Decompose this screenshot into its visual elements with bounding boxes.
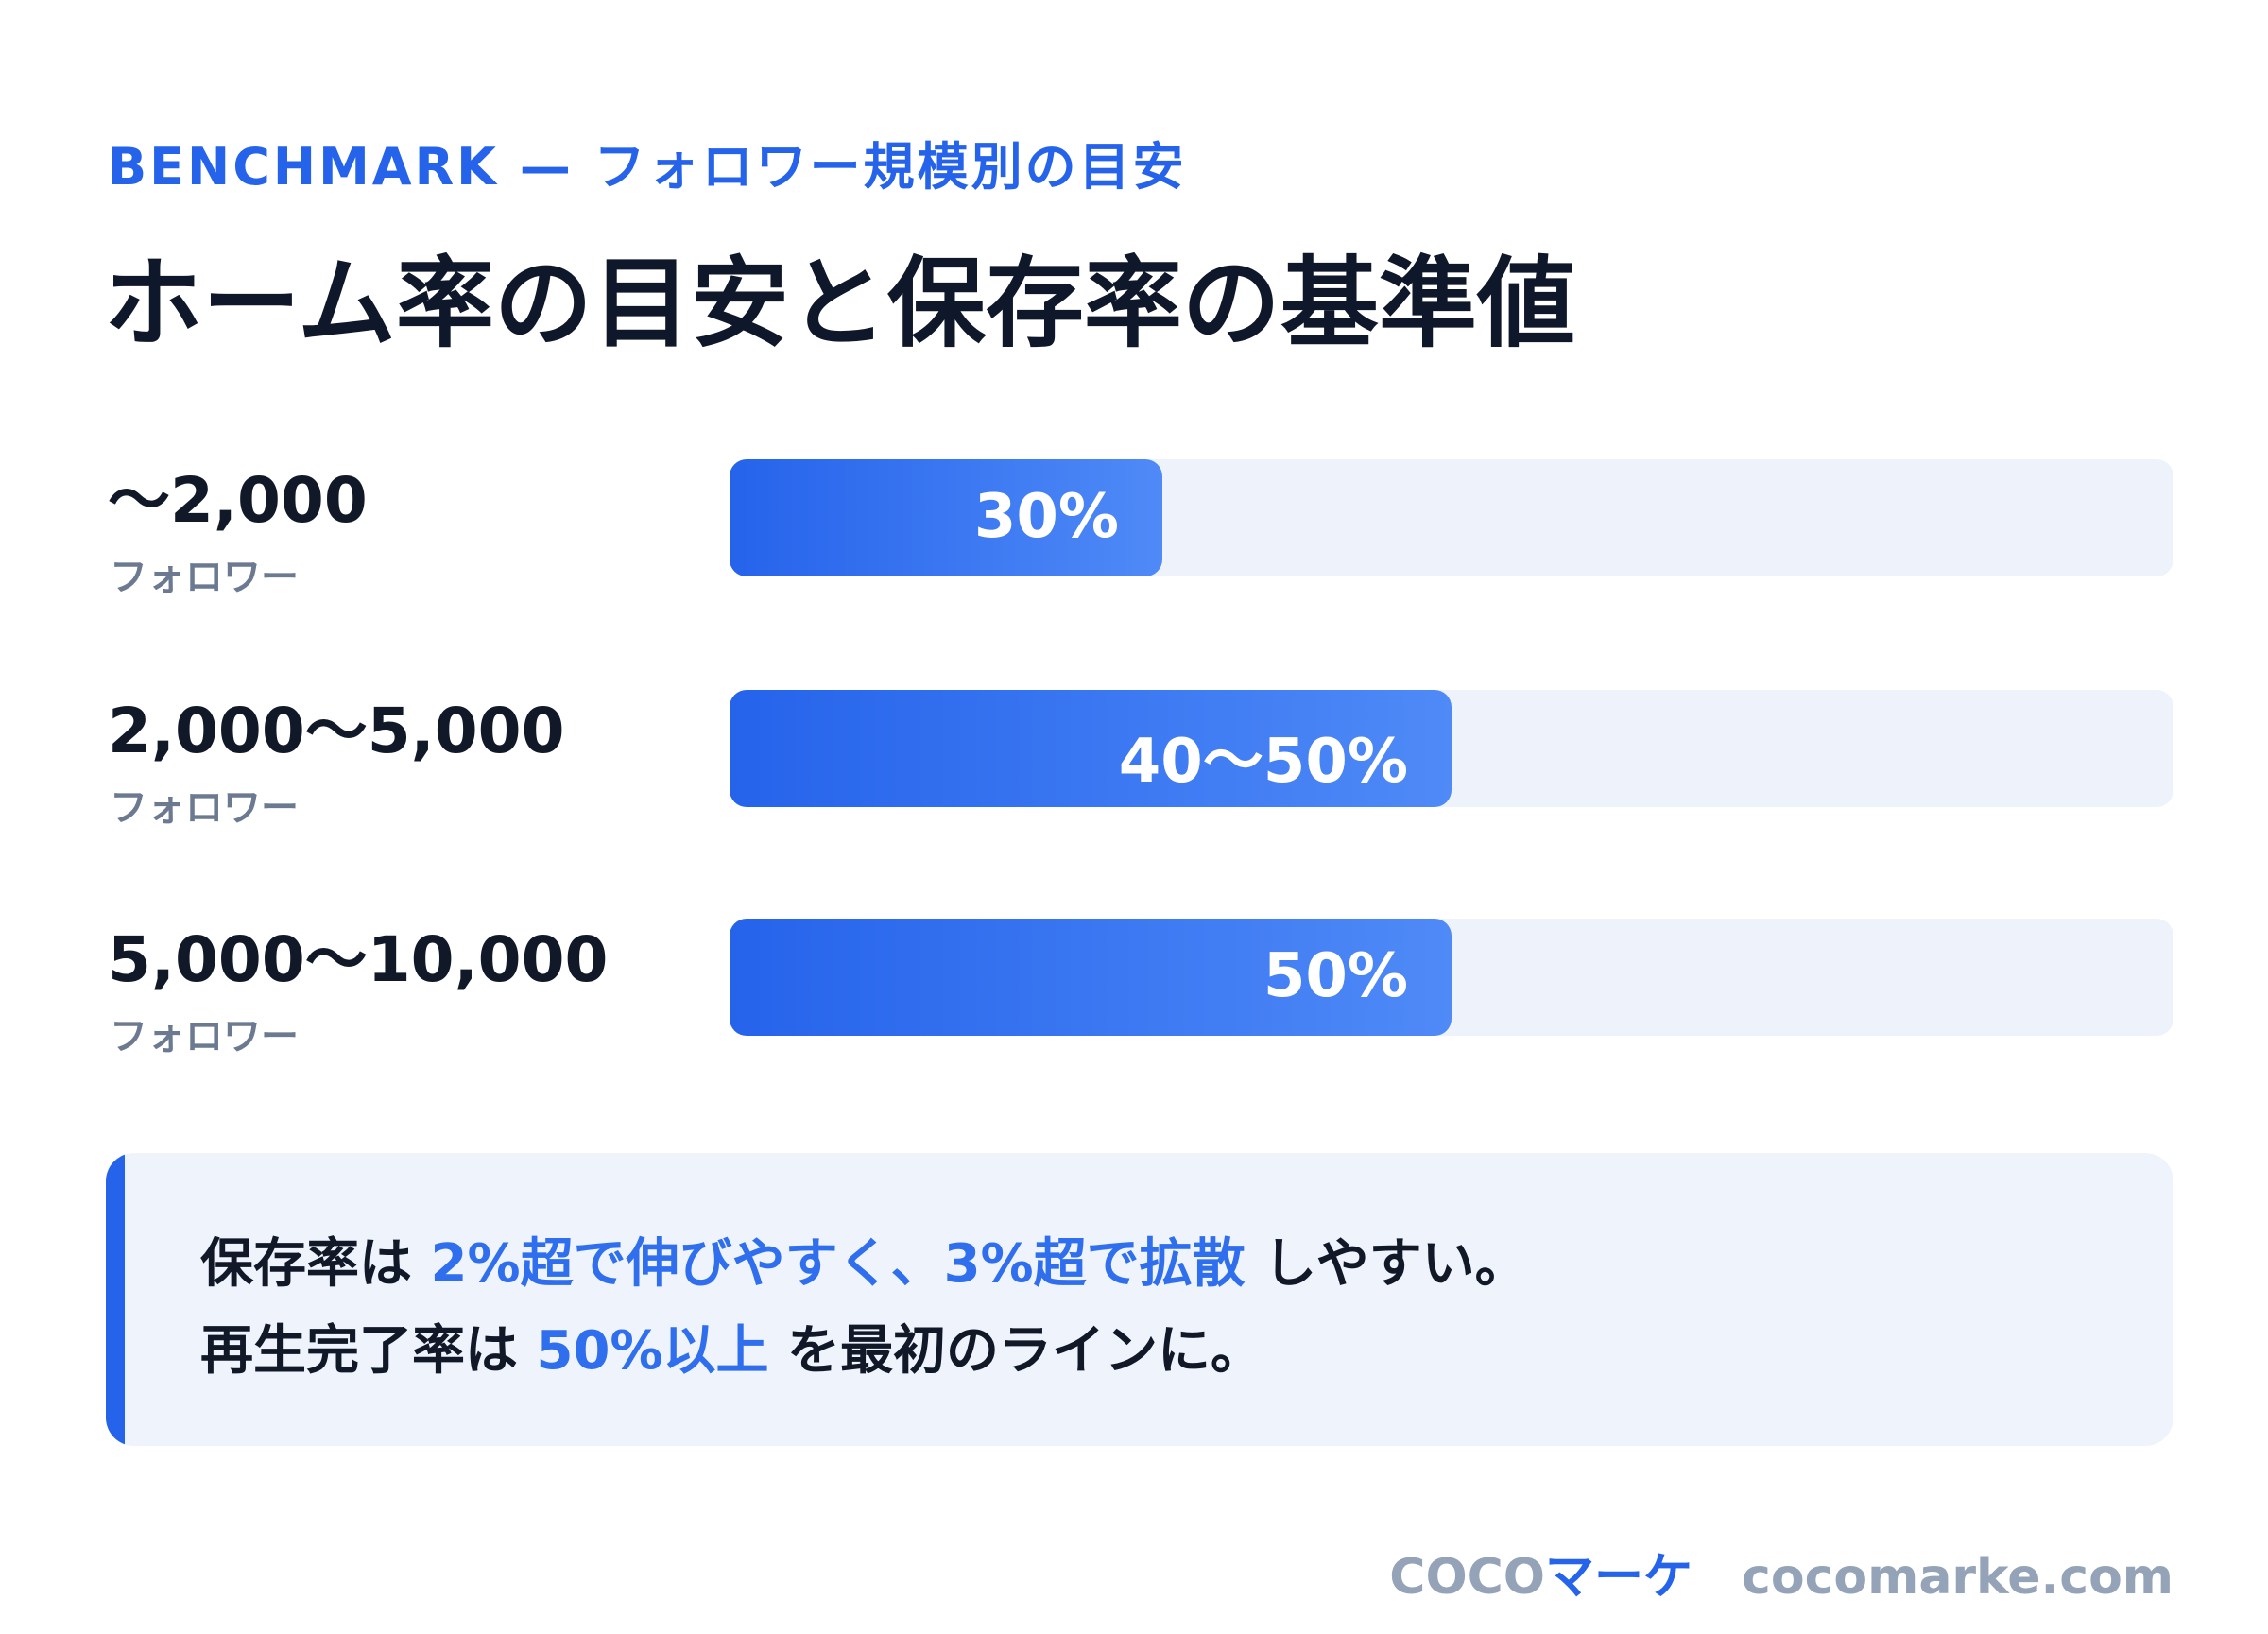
bar-row: 〜2,000 フォロワー 30% — [0, 450, 2268, 639]
note-line-2-highlight: 50%以上 — [536, 1320, 769, 1382]
bar-track: 40〜50% — [730, 690, 2174, 807]
bar: 30% — [730, 459, 1162, 576]
note-line-2-post: を最初のラインに。 — [768, 1320, 1264, 1382]
bar-track: 30% — [730, 459, 2174, 576]
note-line-1-highlight: 2%超で伸びやすく、3%超で拡散 — [430, 1233, 1246, 1295]
bar-value-label: 30% — [973, 482, 1119, 552]
bar-track: 50% — [730, 919, 2174, 1036]
brand-name-part2: マーケ — [1545, 1549, 1693, 1606]
note-line-2-pre: 再生完了率は — [200, 1320, 537, 1382]
bar: 50% — [730, 919, 1452, 1036]
category-unit-label: フォロワー — [110, 556, 299, 599]
category-label: 〜2,000 — [108, 464, 368, 537]
bar-chart: 〜2,000 フォロワー 30% 2,000〜5,000 フォロワー 40〜50% 5,00… — [0, 450, 2268, 1058]
bar-row: 2,000〜5,000 フォロワー 40〜50% — [0, 680, 2268, 869]
bar-row: 5,000〜10,000 フォロワー 50% — [0, 909, 2268, 1098]
bar: 40〜50% — [730, 690, 1452, 807]
note-line-1-post: しやすい。 — [1245, 1233, 1528, 1295]
eyebrow-label: BENCHMARK — フォロワー規模別の目安 — [108, 137, 1187, 197]
note-box: 保存率は 2%超で伸びやすく、3%超で拡散 しやすい。 再生完了率は 50%以上… — [106, 1153, 2174, 1446]
bar-value-label: 40〜50% — [1118, 727, 1408, 797]
category-label: 5,000〜10,000 — [108, 923, 609, 996]
brand-domain: cocomarke.com — [1742, 1549, 2174, 1606]
note-line-1: 保存率は 2%超で伸びやすく、3%超で拡散 しやすい。 — [200, 1221, 1528, 1298]
note-line-1-pre: 保存率は — [200, 1233, 431, 1295]
note-accent-bar — [106, 1153, 125, 1446]
footer: COCOマーケ cocomarke.com — [1389, 1537, 2174, 1608]
brand-name-part1: COCO — [1389, 1549, 1546, 1606]
category-label: 2,000〜5,000 — [108, 695, 565, 767]
category-unit-label: フォロワー — [110, 1015, 299, 1058]
category-unit-label: フォロワー — [110, 786, 299, 830]
bar-value-label: 50% — [1263, 941, 1408, 1011]
note-line-2: 再生完了率は 50%以上 を最初のラインに。 — [200, 1308, 1263, 1385]
page-title: ホーム率の目安と保存率の基準値 — [104, 246, 1575, 361]
